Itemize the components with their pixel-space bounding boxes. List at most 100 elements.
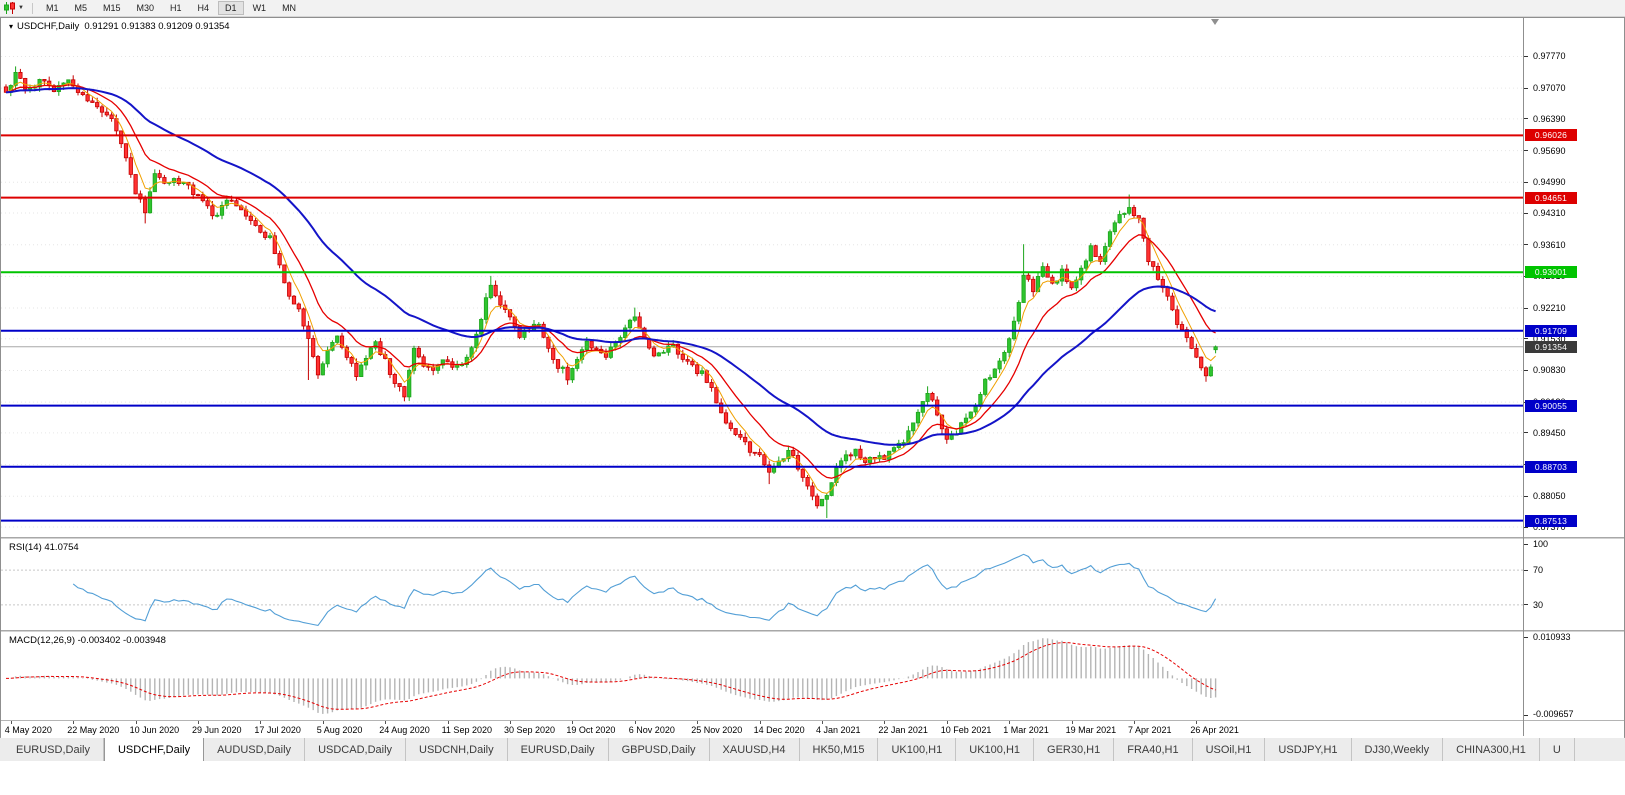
date-axis-tick bbox=[73, 721, 75, 724]
timeframe-buttons: M1 M5 M15 M30 H1 H4 D1 W1 MN bbox=[38, 1, 304, 15]
timeframe-button-m5[interactable]: M5 bbox=[74, 3, 87, 13]
date-axis[interactable]: 4 May 2020 22 May 2020 10 Jun 2020 29 Jun 2… bbox=[1, 720, 1624, 738]
timeframe-button-m30[interactable]: M30 bbox=[136, 3, 155, 13]
price-axis-label: 0.94310 bbox=[1533, 208, 1566, 219]
price-flag-0.93001[interactable]: 0.93001 bbox=[1525, 266, 1577, 279]
rsi-axis[interactable]: 100 70 30 bbox=[1523, 539, 1624, 630]
chart-tab-xauusd-h4[interactable]: XAUUSD,H4 bbox=[709, 738, 800, 761]
date-axis-tick bbox=[447, 721, 449, 724]
chart-tab-usdchf-daily[interactable]: USDCHF,Daily bbox=[103, 738, 205, 761]
rsi-axis-tick bbox=[1524, 543, 1528, 545]
price-axis-tick bbox=[1524, 307, 1528, 309]
chart-tab-uk100-h1[interactable]: UK100,H1 bbox=[878, 738, 957, 761]
macd-axis-tick bbox=[1524, 636, 1528, 638]
date-axis-label: 25 Nov 2020 bbox=[691, 725, 743, 735]
price-axis-label: 0.96390 bbox=[1533, 113, 1566, 124]
chart-window: ▾ USDCHF,Daily 0.91291 0.91383 0.91209 0.9… bbox=[0, 17, 1625, 738]
date-axis-label: 19 Mar 2021 bbox=[1065, 725, 1117, 735]
rsi-axis-tick bbox=[1524, 569, 1528, 571]
chart-type-button[interactable]: ▼ bbox=[0, 1, 27, 16]
shift-marker-icon[interactable] bbox=[1211, 19, 1219, 25]
rsi-axis-label: 30 bbox=[1533, 599, 1544, 610]
date-axis-label: 14 Dec 2020 bbox=[753, 725, 805, 735]
date-axis-tick bbox=[946, 721, 948, 724]
timeframe-button-d1[interactable]: D1 bbox=[218, 1, 244, 15]
price-axis-label: 0.87370 bbox=[1533, 522, 1566, 533]
date-axis-tick bbox=[385, 721, 387, 724]
macd-axis-min-label: -0.009657 bbox=[1533, 709, 1574, 719]
chart-tab-dj30-weekly[interactable]: DJ30,Weekly bbox=[1351, 738, 1444, 761]
date-axis-label: 22 May 2020 bbox=[67, 725, 120, 735]
date-axis-tick bbox=[1134, 721, 1135, 724]
price-axis-tick bbox=[1524, 369, 1528, 371]
rsi-line bbox=[72, 553, 1217, 627]
price-flag-0.94651[interactable]: 0.94651 bbox=[1525, 191, 1577, 204]
chart-tab-china300-h1[interactable]: CHINA300,H1 bbox=[1443, 738, 1540, 761]
grid-lines bbox=[1, 55, 1523, 528]
main-chart-pane[interactable]: ▾ USDCHF,Daily 0.91291 0.91383 0.91209 0.9… bbox=[1, 18, 1624, 537]
date-axis-tick bbox=[135, 721, 137, 724]
macd-pane-divider[interactable] bbox=[1, 630, 1624, 632]
timeframe-toolbar: ▼ M1 M5 M15 M30 H1 H4 D1 W1 MN bbox=[0, 0, 1625, 17]
rsi-pane-divider[interactable] bbox=[1, 537, 1624, 539]
date-axis-tick bbox=[634, 721, 636, 724]
macd-pane[interactable]: MACD(12,26,9) -0.003402 -0.003948 0.0109… bbox=[1, 632, 1624, 720]
moving-average-slow bbox=[5, 87, 1216, 446]
macd-axis[interactable]: 0.010933 -0.009657 bbox=[1523, 632, 1624, 720]
window-bottom-area bbox=[0, 761, 1625, 795]
price-axis-label: 0.91530 bbox=[1533, 333, 1566, 344]
price-axis-tick bbox=[1524, 55, 1528, 57]
date-axis-label: 4 Jan 2021 bbox=[816, 725, 861, 735]
price-axis-label: 0.93610 bbox=[1533, 239, 1566, 250]
chart-tab-fra40-h1[interactable]: FRA40,H1 bbox=[1114, 738, 1193, 761]
chart-tab-usoil-h1[interactable]: USOil,H1 bbox=[1192, 738, 1266, 761]
rsi-axis-tick bbox=[1524, 604, 1528, 606]
chart-tab-ger30-h1[interactable]: GER30,H1 bbox=[1034, 738, 1115, 761]
date-axis-tick bbox=[10, 721, 12, 724]
price-flag-0.96026[interactable]: 0.96026 bbox=[1525, 129, 1577, 142]
price-axis-tick bbox=[1524, 212, 1528, 214]
price-flag-0.88703[interactable]: 0.88703 bbox=[1525, 460, 1577, 473]
chart-tab-usdcnh-daily[interactable]: USDCNH,Daily bbox=[406, 738, 508, 761]
price-flag-0.90055[interactable]: 0.90055 bbox=[1525, 399, 1577, 412]
rsi-pane[interactable]: RSI(14) 41.0754 100 70 30 bbox=[1, 539, 1624, 630]
price-axis-label: 0.89450 bbox=[1533, 427, 1566, 438]
chart-tab-hk50-m15[interactable]: HK50,M15 bbox=[799, 738, 879, 761]
macd-axis-tick bbox=[1524, 714, 1528, 716]
chart-tab-eurusd-daily[interactable]: EURUSD,Daily bbox=[507, 738, 609, 761]
price-flag-0.87513[interactable]: 0.87513 bbox=[1525, 514, 1577, 527]
price-axis-tick bbox=[1524, 118, 1528, 120]
date-axis-label: 10 Jun 2020 bbox=[129, 725, 180, 735]
macd-indicator-label: MACD(12,26,9) -0.003402 -0.003948 bbox=[9, 635, 166, 646]
price-axis-label: 0.97070 bbox=[1533, 83, 1566, 94]
main-price-axis[interactable]: 0.97770 0.97070 0.96390 0.95690 0.94990 0.943… bbox=[1523, 18, 1624, 537]
timeframe-button-h4[interactable]: H4 bbox=[197, 3, 210, 13]
chart-tab-gbpusd-daily[interactable]: GBPUSD,Daily bbox=[608, 738, 710, 761]
timeframe-button-w1[interactable]: W1 bbox=[252, 3, 267, 13]
date-axis-label: 29 Jun 2020 bbox=[192, 725, 242, 735]
chart-title-symbol: USDCHF,Daily bbox=[17, 21, 80, 32]
chart-tab-usdcad-daily[interactable]: USDCAD,Daily bbox=[305, 738, 407, 761]
date-axis-label: 26 Apr 2021 bbox=[1190, 725, 1239, 735]
chart-tab-usdjpy-h1[interactable]: USDJPY,H1 bbox=[1265, 738, 1352, 761]
timeframe-button-mn[interactable]: MN bbox=[282, 3, 297, 13]
timeframe-button-h1[interactable]: H1 bbox=[170, 3, 182, 13]
chart-tab-audusd-daily[interactable]: AUDUSD,Daily bbox=[204, 738, 306, 761]
chart-tab-uk100-h1[interactable]: UK100,H1 bbox=[956, 738, 1035, 761]
one-click-trading-arrow-icon[interactable]: ▾ bbox=[9, 22, 14, 31]
chart-tab-eurusd-daily[interactable]: EURUSD,Daily bbox=[3, 738, 104, 761]
timeframe-button-m15[interactable]: M15 bbox=[102, 3, 121, 13]
date-axis-tick bbox=[260, 721, 262, 724]
price-flag-0.91709[interactable]: 0.91709 bbox=[1525, 324, 1577, 337]
date-axis-tick bbox=[759, 721, 761, 724]
date-axis-label: 24 Aug 2020 bbox=[379, 725, 430, 735]
rsi-indicator-label: RSI(14) 41.0754 bbox=[9, 542, 79, 553]
date-axis-tick bbox=[884, 721, 886, 724]
timeframe-button-m1[interactable]: M1 bbox=[45, 3, 59, 13]
chart-tab-u[interactable]: U bbox=[1539, 738, 1575, 761]
price-axis-tick bbox=[1524, 150, 1528, 152]
price-axis-label: 0.88050 bbox=[1533, 491, 1566, 502]
date-axis-tick bbox=[572, 721, 574, 724]
price-axis-label: 0.95690 bbox=[1533, 145, 1566, 156]
date-axis-label: 30 Sep 2020 bbox=[504, 725, 556, 735]
